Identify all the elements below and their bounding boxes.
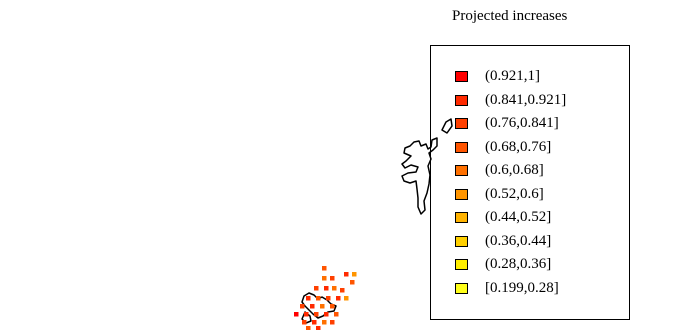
grid-cell bbox=[316, 326, 321, 330]
legend-label: (0.68,0.76] bbox=[485, 138, 552, 155]
legend-item: [0.199,0.28] bbox=[455, 277, 566, 301]
legend-box: (0.921,1] (0.841,0.921] (0.76,0.841] (0.68,… bbox=[430, 45, 630, 320]
legend-item: (0.921,1] bbox=[455, 65, 566, 89]
legend-item: (0.52,0.6] bbox=[455, 183, 566, 207]
legend-swatch bbox=[455, 141, 468, 153]
grid-cell bbox=[314, 312, 319, 317]
legend-swatch bbox=[455, 212, 468, 224]
grid-cell bbox=[344, 296, 349, 301]
legend-item: (0.841,0.921] bbox=[455, 89, 566, 113]
grid-cell bbox=[322, 320, 327, 325]
legend-label: [0.199,0.28] bbox=[485, 279, 559, 296]
legend-label: (0.6,0.68] bbox=[485, 162, 544, 179]
grid-cell bbox=[306, 296, 311, 301]
legend-item: (0.28,0.36] bbox=[455, 253, 566, 277]
grid-cell bbox=[302, 320, 307, 325]
legend-item: (0.76,0.841] bbox=[455, 112, 566, 136]
grid-cell bbox=[334, 312, 339, 317]
grid-cell bbox=[314, 286, 319, 291]
legend-label: (0.36,0.44] bbox=[485, 232, 552, 249]
grid-cell bbox=[344, 272, 349, 277]
legend-label: (0.841,0.921] bbox=[485, 91, 567, 108]
grid-cell bbox=[324, 286, 329, 291]
grid-cell bbox=[312, 320, 317, 325]
grid-cell bbox=[330, 276, 335, 281]
grid-cell bbox=[310, 304, 315, 309]
grid-cell bbox=[306, 326, 311, 330]
coastline-outline-north bbox=[401, 118, 453, 215]
grid-cell bbox=[330, 304, 335, 309]
grid-cell bbox=[352, 272, 357, 277]
grid-cell bbox=[300, 304, 305, 309]
legend-swatch bbox=[455, 94, 468, 106]
legend-swatch bbox=[455, 71, 468, 83]
grid-cell bbox=[322, 266, 327, 271]
grid-cell bbox=[350, 280, 355, 285]
grid-cell bbox=[340, 288, 345, 293]
grid-cell bbox=[322, 276, 327, 281]
legend-label: (0.76,0.841] bbox=[485, 115, 559, 132]
legend-list: (0.921,1] (0.841,0.921] (0.76,0.841] (0.68,… bbox=[455, 65, 566, 300]
legend-swatch bbox=[455, 259, 468, 271]
legend-label: (0.28,0.36] bbox=[485, 256, 552, 273]
legend-label: (0.44,0.52] bbox=[485, 209, 552, 226]
grid-cell bbox=[316, 296, 321, 301]
grid-cell bbox=[320, 304, 325, 309]
legend-swatch bbox=[455, 118, 468, 130]
grid-cell bbox=[326, 296, 331, 301]
legend-item: (0.44,0.52] bbox=[455, 206, 566, 230]
legend-swatch bbox=[455, 235, 468, 247]
grid-cell bbox=[336, 296, 341, 301]
map-title: Projected increases bbox=[452, 8, 568, 24]
grid-cells bbox=[294, 266, 357, 330]
legend-label: (0.921,1] bbox=[485, 68, 540, 85]
grid-cell bbox=[294, 312, 299, 317]
legend-item: (0.6,0.68] bbox=[455, 159, 566, 183]
grid-cell bbox=[332, 286, 337, 291]
legend-swatch bbox=[455, 165, 468, 177]
grid-cell bbox=[330, 320, 335, 325]
grid-cell bbox=[324, 312, 329, 317]
legend-swatch bbox=[455, 188, 468, 200]
legend-item: (0.68,0.76] bbox=[455, 136, 566, 160]
legend-swatch bbox=[455, 282, 468, 294]
legend-item: (0.36,0.44] bbox=[455, 230, 566, 254]
legend-label: (0.52,0.6] bbox=[485, 185, 544, 202]
grid-cell bbox=[304, 312, 309, 317]
